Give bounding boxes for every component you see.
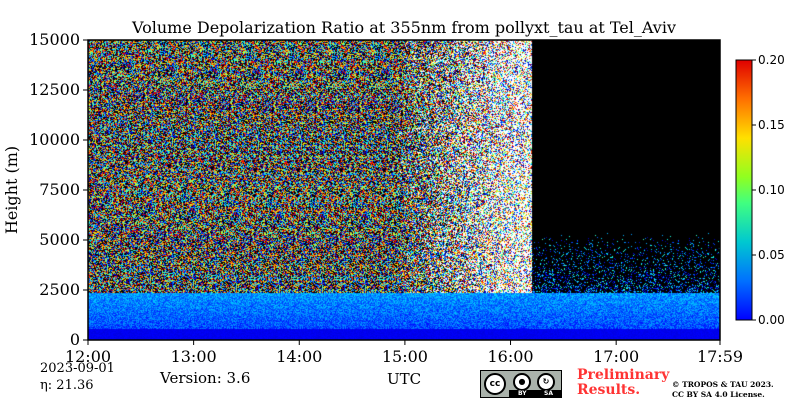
x-tick-label: 14:00 bbox=[276, 347, 322, 366]
x-tick-label: 15:00 bbox=[382, 347, 428, 366]
colorbar-tick-label: 0.20 bbox=[758, 53, 785, 67]
share-alike-icon: ↻ bbox=[537, 373, 555, 391]
x-tick-label: 13:00 bbox=[171, 347, 217, 366]
copyright-note: © TROPOS & TAU 2023. CC BY SA 4.0 Licens… bbox=[672, 380, 774, 400]
date-label: 2023-09-01 bbox=[40, 361, 115, 376]
x-axis: 12:00 13:00 14:00 15:00 16:00 17:00 17:59 bbox=[65, 340, 743, 366]
y-tick-label: 10000 bbox=[29, 130, 80, 149]
y-axis: 0 2500 5000 7500 10000 12500 15000 bbox=[29, 30, 88, 349]
cc-by-sa-license-badge: cc ● ↻ BY SA bbox=[480, 370, 562, 398]
sa-label: SA bbox=[544, 390, 553, 397]
y-tick-label: 2500 bbox=[39, 280, 80, 299]
copyright-line1: © TROPOS & TAU 2023. bbox=[672, 380, 774, 389]
depolarization-heatmap bbox=[88, 40, 720, 340]
license-strip: BY SA bbox=[509, 390, 561, 397]
colorbar-tick-label: 0.15 bbox=[758, 118, 785, 132]
x-tick-label: 12:00 bbox=[65, 347, 111, 366]
colorbar-tick-label: 0.00 bbox=[758, 313, 785, 327]
y-axis-label: Height (m) bbox=[2, 146, 21, 234]
version-label: Version: 3.6 bbox=[160, 369, 251, 387]
x-tick-label: 17:00 bbox=[593, 347, 639, 366]
preliminary-results-note: Preliminary Results. bbox=[577, 368, 669, 398]
colorbar-tick-label: 0.10 bbox=[758, 183, 785, 197]
x-axis-label: UTC bbox=[387, 370, 421, 388]
by-label: BY bbox=[518, 390, 527, 397]
colorbar bbox=[735, 59, 753, 321]
y-tick-label: 7500 bbox=[39, 180, 80, 199]
y-tick-label: 5000 bbox=[39, 230, 80, 249]
preliminary-line2: Results. bbox=[577, 382, 641, 398]
x-tick-label: 16:00 bbox=[487, 347, 533, 366]
colorbar-ticks: 0.00 0.05 0.10 0.15 0.20 bbox=[752, 53, 785, 327]
preliminary-line1: Preliminary bbox=[577, 367, 670, 383]
colorbar-tick-label: 0.05 bbox=[758, 248, 785, 262]
eta-label: η: 21.36 bbox=[40, 378, 94, 393]
y-tick-label: 0 bbox=[70, 330, 80, 349]
attribution-icon: ● bbox=[513, 373, 531, 391]
x-tick-label: 17:59 bbox=[697, 347, 743, 366]
copyright-line2: CC BY SA 4.0 License. bbox=[672, 390, 765, 399]
y-tick-label: 12500 bbox=[29, 80, 80, 99]
chart-title: Volume Depolarization Ratio at 355nm fro… bbox=[131, 18, 676, 37]
creative-commons-icon: cc bbox=[484, 373, 506, 395]
y-tick-label: 15000 bbox=[29, 30, 80, 49]
